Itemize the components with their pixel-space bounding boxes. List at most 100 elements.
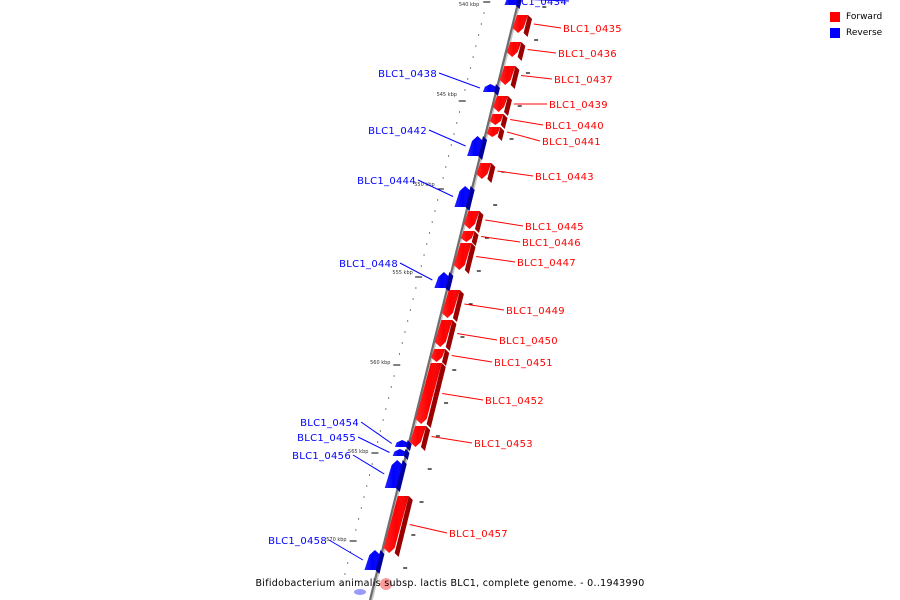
gene-side	[517, 42, 526, 61]
gene-BLC1_0454[interactable]	[394, 440, 412, 451]
gene-leader	[456, 333, 498, 341]
gene-BLC1_0439[interactable]	[492, 96, 512, 116]
gene-label[interactable]: BLC1_0438	[378, 69, 437, 80]
gene-BLC1_0458[interactable]	[364, 550, 385, 574]
gene-side	[515, 0, 522, 9]
gene-side	[503, 96, 512, 116]
gene-leader	[360, 421, 393, 444]
gene-shine	[364, 550, 381, 570]
tick-label: 540 kbp	[459, 2, 479, 8]
gene-BLC1_0456[interactable]	[384, 460, 407, 492]
gene-leader	[464, 303, 505, 311]
gene-side	[452, 290, 464, 322]
gene-label[interactable]: BLC1_0450	[499, 336, 558, 347]
tick-label: 565 kbp	[348, 449, 368, 455]
gene-leader	[506, 131, 541, 142]
gene-BLC1_0450[interactable]	[434, 320, 457, 351]
gene-shine	[492, 96, 508, 112]
gene-side	[471, 231, 479, 246]
gene-BLC1_0453[interactable]	[409, 426, 431, 451]
gene-label[interactable]: BLC1_0439	[549, 100, 608, 111]
gene-label[interactable]: BLC1_0442	[368, 126, 427, 137]
gene-label[interactable]: BLC1_0446	[522, 238, 581, 249]
gene-leader	[442, 393, 484, 401]
gene-side	[474, 211, 484, 233]
gene-label[interactable]: BLC1_0449	[506, 306, 565, 317]
gene-label[interactable]: BLC1_0444	[357, 176, 416, 187]
genes-layer	[354, 0, 533, 595]
gene-side	[395, 460, 407, 492]
gene-BLC1_0436[interactable]	[506, 42, 526, 61]
gene-label[interactable]: BLC1_0443	[535, 172, 594, 183]
gene-BLC1_0435[interactable]	[512, 15, 533, 37]
gene-shine	[453, 243, 472, 270]
gene-leader	[352, 454, 385, 475]
gene-BLC1_0437[interactable]	[499, 66, 520, 89]
gene-BLC1_0446[interactable]	[460, 231, 479, 246]
ticks-layer: 540 kbp 545 kbp 550 kbp 555 kbp 560 kbp 565 k…	[326, 1, 547, 586]
gene-BLC1_0452[interactable]	[415, 363, 446, 428]
gene-leader	[476, 256, 516, 263]
gene-shine	[434, 320, 453, 347]
gene-label[interactable]: BLC1_0457	[449, 529, 508, 540]
gene-shine	[383, 496, 409, 553]
gene-label[interactable]: BLC1_0453	[474, 439, 533, 450]
gene-shine	[499, 66, 516, 85]
gene-BLC1_0438[interactable]	[482, 84, 500, 96]
gene-BLC1_0443[interactable]	[476, 163, 496, 183]
gene-label[interactable]: BLC1_0454	[300, 418, 359, 429]
gene-label[interactable]: BLC1_0452	[485, 396, 544, 407]
gene-BLC1_0444[interactable]	[454, 186, 475, 211]
reverse-label: Reverse	[846, 27, 883, 38]
gene-side	[394, 496, 413, 557]
gene-side	[478, 136, 488, 160]
tick-label: 555 kbp	[392, 270, 412, 276]
gene-leader	[438, 72, 481, 89]
tick-label: 560 kbp	[370, 360, 390, 366]
gene-shine	[384, 460, 403, 488]
gene-label[interactable]: BLC1_0456	[292, 451, 351, 462]
gene-BLC1_0440[interactable]	[489, 114, 508, 129]
gene-label[interactable]: BLC1_0458	[268, 536, 327, 547]
gene-leader	[357, 436, 390, 453]
forward-swatch	[830, 11, 840, 22]
gene-BLC1_0448[interactable]	[434, 272, 454, 292]
gene-BLC1_0447[interactable]	[453, 243, 476, 274]
gene-label[interactable]: BLC1_0437	[554, 75, 613, 86]
gene-leader	[485, 219, 524, 227]
gene-label[interactable]: BLC1_0435	[563, 24, 622, 35]
legend: Forward Reverse	[830, 9, 890, 41]
gene-BLC1_0455[interactable]	[392, 449, 410, 460]
gene-leader	[481, 236, 521, 243]
genome-caption: Bifidobacterium animalis subsp. lactis B…	[255, 578, 645, 589]
gene-label[interactable]: BLC1_0455	[297, 433, 356, 444]
gene-shine	[431, 349, 446, 362]
backbone-layer	[368, 0, 522, 600]
gene-BLC1_0445[interactable]	[463, 211, 484, 233]
gene-BLC1_0451[interactable]	[431, 349, 450, 366]
gene-shine	[486, 127, 501, 137]
gene-side	[442, 349, 450, 366]
tick-label: 570 kbp	[326, 537, 346, 543]
gene-BLC1_0457[interactable]	[383, 496, 413, 557]
gene-shine	[415, 363, 442, 424]
gene-shine	[394, 440, 408, 447]
gene-side	[375, 550, 385, 574]
gene-side	[426, 363, 446, 428]
gene-BLC1_0442[interactable]	[467, 136, 488, 160]
gene-BLC1_0449[interactable]	[441, 290, 464, 322]
gene-BLC1_0441[interactable]	[486, 127, 505, 141]
gene-label[interactable]: BLC1_0445	[525, 222, 584, 233]
gene-label[interactable]: BLC1_0451	[494, 358, 553, 369]
gene-label[interactable]: BLC1_0436	[558, 49, 617, 60]
gene-label[interactable]: BLC1_0441	[542, 137, 601, 148]
gene-label[interactable]: BLC1_0434	[508, 0, 567, 8]
gene-label[interactable]: BLC1_0447	[517, 258, 576, 269]
gene-label[interactable]: BLC1_0440	[545, 121, 604, 132]
gene-BLC1_0434[interactable]	[504, 0, 523, 9]
gene-label[interactable]: BLC1_0448	[339, 259, 398, 270]
gene-leader	[520, 75, 553, 80]
gene-shine	[392, 449, 406, 456]
legend-forward: Forward	[830, 9, 890, 24]
